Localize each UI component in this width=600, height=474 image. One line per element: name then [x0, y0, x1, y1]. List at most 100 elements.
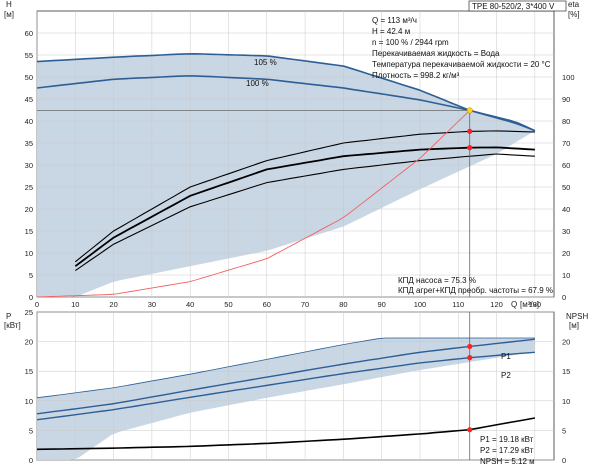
- eta-tick-label: 0: [562, 293, 566, 302]
- npsh-curve: [36, 417, 536, 451]
- p-tick-label: 0: [29, 456, 33, 465]
- eta-tick-label: 30: [562, 227, 570, 236]
- system-curve: [36, 110, 471, 298]
- npsh-tick-label: 15: [562, 367, 570, 376]
- eta-axis-unit: [%]: [568, 10, 580, 19]
- eta-tick-label: 40: [562, 205, 570, 214]
- eta-tick-label: 10: [562, 271, 570, 280]
- q-tick-label: 10: [71, 300, 79, 309]
- q-tick-label: 100: [414, 300, 427, 309]
- eta-tick-label: 100: [562, 73, 575, 82]
- info-temperature: Температура перекачиваемой жидкости = 20…: [372, 60, 551, 69]
- npsh-tick-label: 20: [562, 338, 570, 347]
- curve-label-p2: P2: [501, 371, 511, 380]
- npsh-tick-label: 0: [562, 456, 566, 465]
- eff-total-info: КПД агрег+КПД преобр. частоты = 67.9 %: [398, 286, 553, 295]
- h-tick-label: 50: [25, 73, 33, 82]
- efficiency-curve-pump: [74, 130, 535, 263]
- h-tick-label: 55: [25, 51, 33, 60]
- p-tick-label: 20: [25, 338, 33, 347]
- lower-curves: [36, 337, 536, 451]
- operating-point-npsh: [467, 427, 473, 433]
- q-tick-label: 20: [109, 300, 117, 309]
- h-tick-label: 25: [25, 183, 33, 192]
- info-density: Плотность = 998.2 кг/м³: [372, 71, 460, 80]
- q-tick-label: 30: [148, 300, 156, 309]
- power-curve-max: [36, 337, 535, 399]
- q-tick-label: 60: [263, 300, 271, 309]
- operating-point-eta-pump: [467, 128, 473, 134]
- npsh-axis-unit: [м]: [569, 321, 579, 330]
- q-tick-label: 110: [452, 300, 464, 309]
- q-tick-label: 40: [186, 300, 194, 309]
- info-head: H = 42.4 м: [372, 27, 410, 36]
- eta-tick-label: 70: [562, 139, 570, 148]
- p-axis-title: P: [6, 312, 11, 321]
- h-tick-label: 10: [25, 249, 33, 258]
- efficiency-curve-lower: [74, 153, 535, 272]
- q-tick-label: 90: [377, 300, 385, 309]
- operating-point-p1: [467, 343, 473, 350]
- p-tick-label: 5: [29, 426, 33, 435]
- eff-pump-info: КПД насоса = 75.3 %: [398, 276, 476, 285]
- power-curve-p1: [36, 338, 535, 415]
- power-p1-info: P1 = 19.18 кВт: [480, 435, 534, 444]
- pump-label: TPE 80-520/2, 3*400 V: [472, 2, 555, 11]
- h-tick-label: 0: [29, 293, 33, 302]
- h-tick-label: 35: [25, 139, 33, 148]
- h-tick-label: 40: [25, 117, 33, 126]
- q-tick-label: 120: [490, 300, 503, 309]
- p-tick-label: 15: [25, 367, 33, 376]
- eta-tick-label: 50: [562, 183, 570, 192]
- q-tick-label: 50: [224, 300, 232, 309]
- eta-tick-label: 90: [562, 95, 570, 104]
- power-npsh-panel: 0 5 10 15 20 25 0 5 10 15 20: [25, 308, 571, 465]
- lower-grid: [36, 311, 554, 461]
- power-range-band: [37, 338, 535, 460]
- npsh-tick-label: 10: [562, 397, 570, 406]
- h-tick-label: 5: [29, 271, 33, 280]
- info-flow: Q = 113 м³/ч: [372, 16, 417, 25]
- npsh-axis-title: NPSH: [566, 312, 588, 321]
- head-efficiency-panel: 0 10 20 30 40 50 60 70 80 90 100 110 120 130051015202…: [25, 10, 575, 309]
- operating-point-p2: [467, 355, 473, 361]
- h-tick-label: 60: [25, 29, 33, 38]
- q-tick-label: 80: [339, 300, 347, 309]
- h-axis-title: H: [6, 0, 12, 9]
- q-axis-title: Q: [511, 300, 517, 309]
- power-p2-info: P2 = 17.29 кВт: [480, 446, 534, 455]
- curve-label-100: 100 %: [246, 79, 269, 88]
- efficiency-curve-total: [74, 146, 535, 267]
- power-curve-p2: [36, 351, 535, 421]
- p-tick-label: 25: [25, 308, 33, 317]
- h-tick-label: 45: [25, 95, 33, 104]
- lower-operating-markers: [467, 312, 473, 460]
- p-axis-unit: [кВт]: [4, 321, 21, 330]
- h-tick-label: 20: [25, 205, 33, 214]
- q-tick-label: 70: [301, 300, 309, 309]
- head-curve-105: [36, 52, 536, 132]
- upper-curves: [36, 52, 536, 298]
- pump-label-box: [468, 0, 567, 12]
- lower-tick-labels: 0 5 10 15 20 25 0 5 10 15 20: [25, 308, 571, 465]
- upper-tick-labels: 0 10 20 30 40 50 60 70 80 90 100 110 120 130051015202…: [25, 29, 575, 309]
- eta-axis-title: eta: [568, 0, 580, 9]
- eta-tick-label: 60: [562, 161, 570, 170]
- eta-tick-label: 80: [562, 117, 570, 126]
- curve-label-105: 105 %: [254, 58, 277, 67]
- npsh-info: NPSH = 5.12 м: [480, 457, 535, 466]
- upper-operating-markers: [37, 107, 473, 297]
- info-speed: n = 100 % / 2944 rpm: [372, 38, 449, 47]
- q-tick-label: 130: [529, 300, 542, 309]
- operating-point-head: [466, 107, 473, 114]
- npsh-tick-label: 5: [562, 426, 566, 435]
- curve-label-p1: P1: [501, 352, 511, 361]
- head-curve-100: [36, 75, 536, 132]
- operating-point-eta-total: [467, 145, 473, 151]
- operating-range-band: [37, 53, 535, 297]
- h-tick-label: 30: [25, 161, 33, 170]
- eta-tick-label: 20: [562, 249, 570, 258]
- p-tick-label: 10: [25, 397, 33, 406]
- q-axis-unit: [м³/ч]: [520, 300, 539, 309]
